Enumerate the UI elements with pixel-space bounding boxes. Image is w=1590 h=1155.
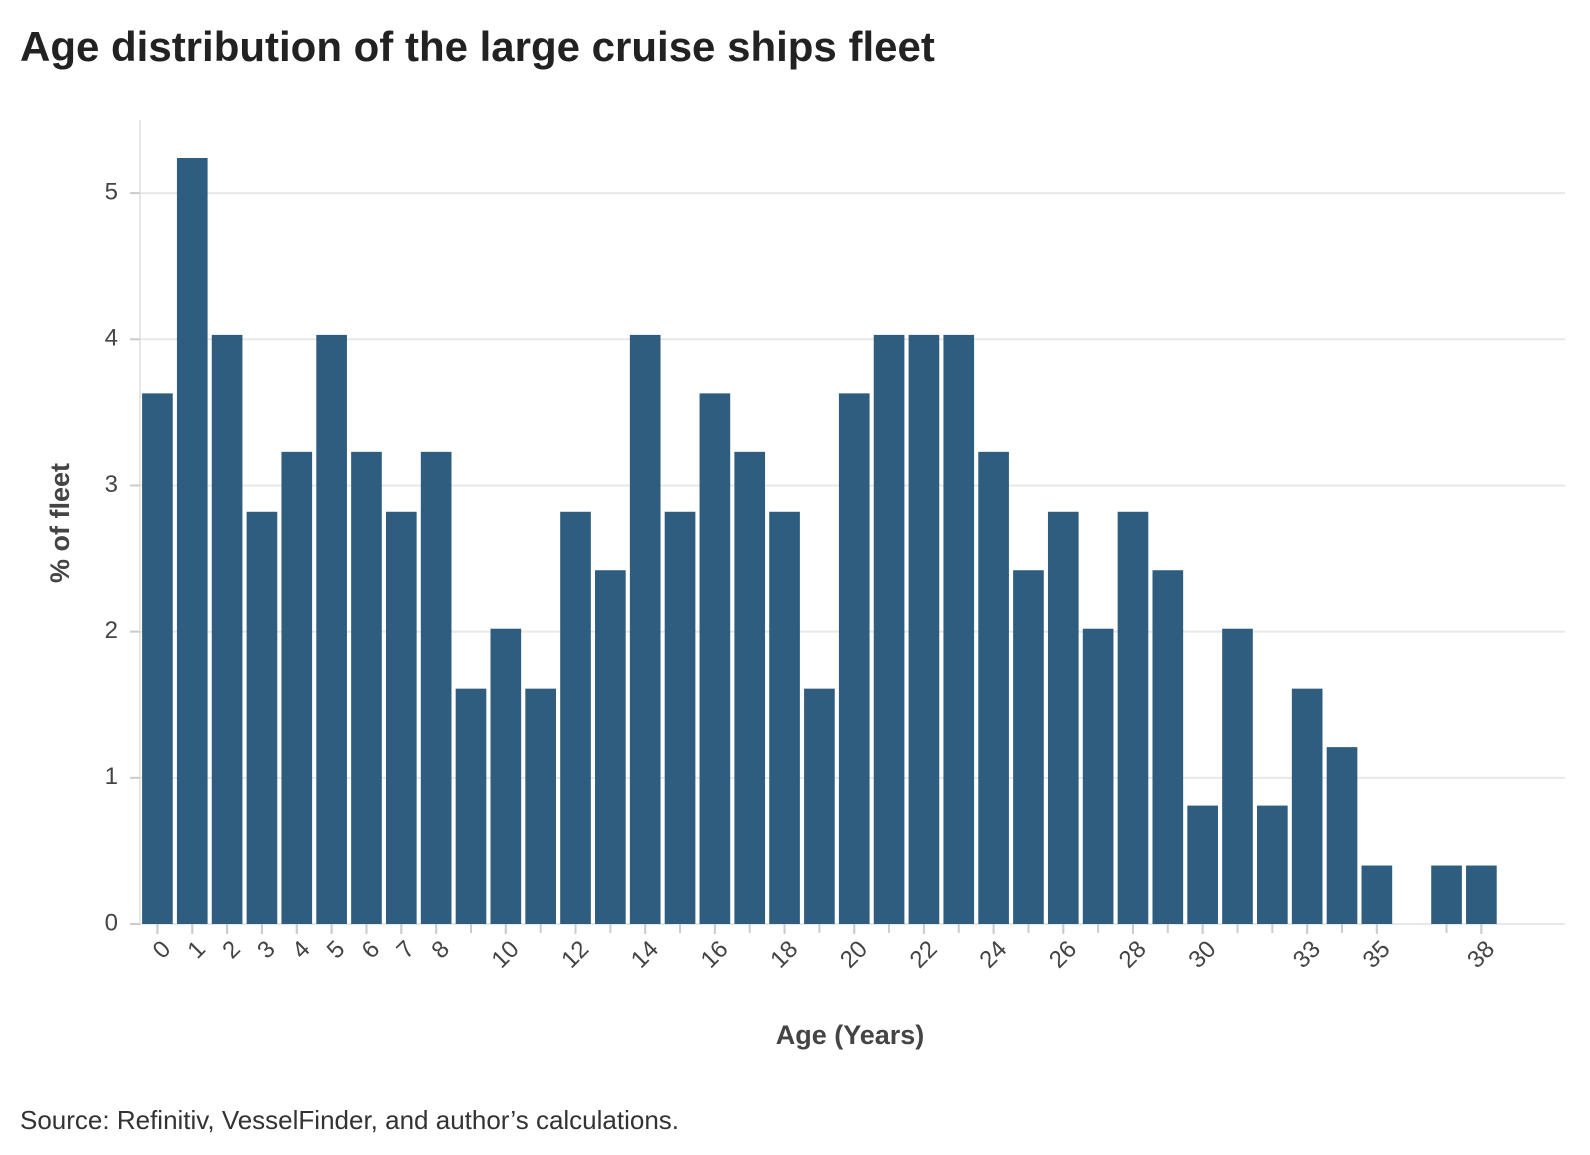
bar bbox=[629, 334, 661, 924]
bar bbox=[316, 334, 347, 924]
bar bbox=[281, 451, 313, 924]
bar bbox=[838, 393, 870, 924]
y-tick-label: 2 bbox=[105, 617, 118, 644]
x-tick-label: 1 bbox=[182, 936, 211, 965]
y-tick-label: 5 bbox=[105, 178, 118, 205]
x-tick-label: 18 bbox=[765, 936, 803, 974]
x-tick-label: 6 bbox=[357, 936, 386, 965]
x-tick-label: 22 bbox=[905, 936, 943, 974]
bar bbox=[1326, 747, 1358, 924]
x-tick-label: 20 bbox=[835, 936, 873, 974]
x-tick-label: 3 bbox=[252, 936, 281, 965]
x-tick-label: 24 bbox=[974, 936, 1012, 974]
bar bbox=[385, 511, 417, 924]
x-tick-label: 38 bbox=[1462, 936, 1500, 974]
bar bbox=[1431, 865, 1462, 924]
bar bbox=[1013, 570, 1044, 924]
x-tick-label: 12 bbox=[556, 936, 594, 974]
bar bbox=[142, 393, 173, 924]
x-tick-label: 30 bbox=[1183, 936, 1221, 974]
bar bbox=[595, 570, 626, 924]
y-tick-label: 0 bbox=[105, 909, 118, 936]
bar bbox=[804, 688, 835, 924]
y-tick-label: 4 bbox=[105, 325, 118, 352]
x-tick-label: 14 bbox=[626, 936, 664, 974]
bar bbox=[699, 393, 731, 924]
bar bbox=[246, 511, 278, 924]
x-tick-label: 5 bbox=[322, 936, 351, 965]
bar bbox=[769, 511, 800, 924]
chart-title: Age distribution of the large cruise shi… bbox=[20, 23, 935, 70]
bar bbox=[455, 688, 487, 924]
x-tick-label: 26 bbox=[1044, 936, 1082, 974]
x-tick-label: 0 bbox=[148, 936, 177, 965]
x-tick-label: 4 bbox=[287, 936, 316, 965]
bar bbox=[560, 511, 591, 924]
x-tick-label: 35 bbox=[1358, 936, 1396, 974]
bar bbox=[1257, 805, 1288, 924]
bar bbox=[176, 158, 208, 925]
x-tick-label: 16 bbox=[696, 936, 734, 974]
bar bbox=[1466, 865, 1497, 924]
bar bbox=[1187, 805, 1218, 924]
bar bbox=[943, 334, 975, 924]
bar bbox=[1082, 628, 1114, 924]
bar bbox=[978, 451, 1009, 924]
x-tick-label: 33 bbox=[1288, 936, 1326, 974]
x-tick-label: 2 bbox=[217, 936, 246, 965]
x-tick-label: 28 bbox=[1114, 936, 1152, 974]
y-axis-title: % of fleet bbox=[45, 463, 75, 583]
x-tick-label: 8 bbox=[426, 936, 455, 965]
y-tick-label: 3 bbox=[105, 471, 118, 498]
bar bbox=[525, 688, 557, 924]
bar bbox=[1152, 570, 1184, 924]
x-tick-label: 10 bbox=[487, 936, 525, 974]
y-tick-label: 1 bbox=[105, 763, 118, 790]
bar bbox=[664, 511, 696, 924]
bar bbox=[873, 334, 905, 924]
bar bbox=[1291, 688, 1323, 924]
bar bbox=[734, 451, 766, 924]
bar bbox=[908, 334, 940, 924]
source-note: Source: Refinitiv, VesselFinder, and aut… bbox=[20, 1105, 679, 1135]
bar bbox=[1117, 511, 1149, 924]
bar bbox=[1361, 865, 1393, 924]
bar bbox=[490, 628, 522, 924]
x-tick-label: 7 bbox=[391, 936, 420, 965]
bar bbox=[211, 334, 243, 924]
x-axis-title: Age (Years) bbox=[776, 1020, 925, 1050]
bar bbox=[1222, 628, 1253, 924]
bar bbox=[420, 451, 452, 924]
bar bbox=[351, 451, 382, 924]
bar bbox=[1047, 511, 1079, 924]
